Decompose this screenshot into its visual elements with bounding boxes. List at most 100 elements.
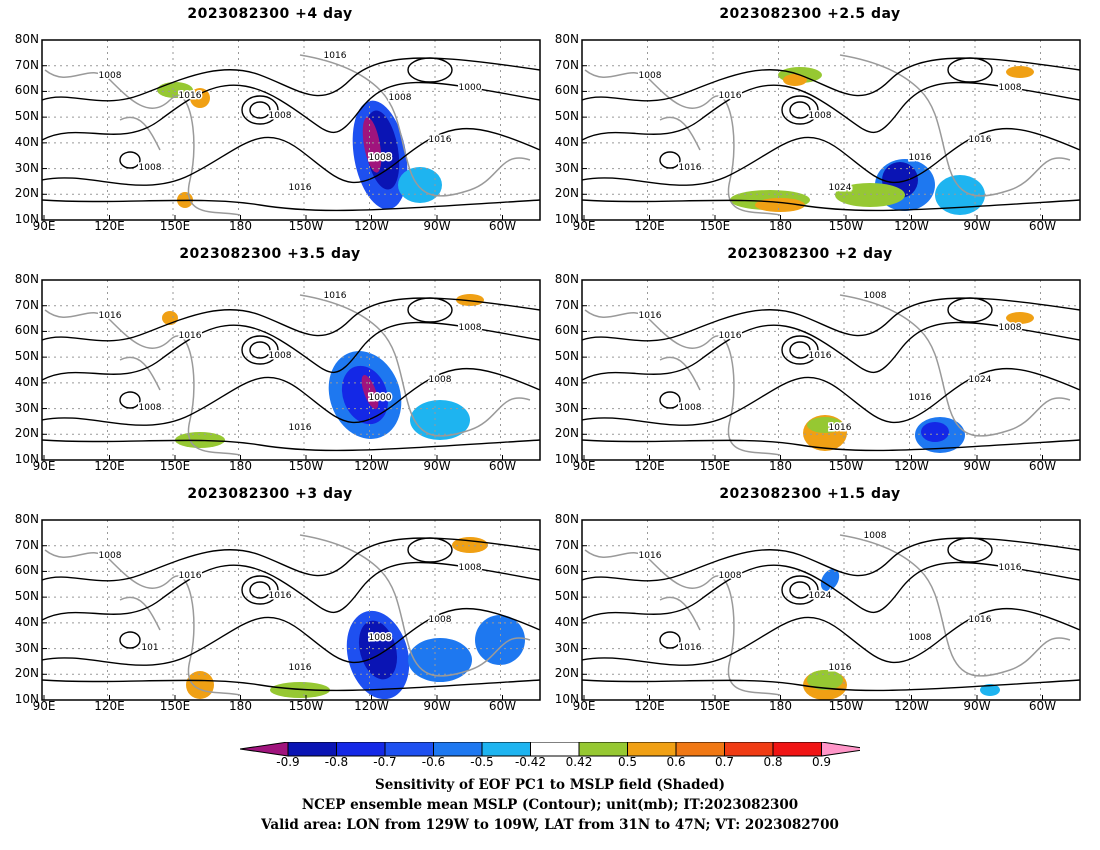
contour-label: 1016 — [969, 615, 992, 625]
lon-tick-label: 120E — [94, 699, 125, 713]
colorbar-swatch — [675, 742, 725, 757]
colorbar-tick-label: -0.7 — [373, 755, 397, 769]
lat-tick-label: 40N — [14, 134, 39, 149]
contour-label: 1008 — [369, 153, 392, 163]
contour-label: 1024 — [969, 375, 992, 385]
plot-frame — [41, 279, 541, 461]
panel-title: 2023082300 +1.5 day — [719, 486, 901, 502]
contour-label: 1008 — [459, 563, 482, 573]
lon-tick-label: 150E — [159, 219, 191, 233]
pressure-center-contour — [241, 95, 279, 125]
lon-tick-label: 180 — [229, 459, 252, 473]
lat-tick-label: 30N — [554, 160, 579, 175]
lat-tick-label: 70N — [14, 297, 39, 312]
isobar-contour — [42, 367, 540, 426]
isobar-contour — [582, 199, 1080, 212]
isobar-contour — [582, 561, 1080, 621]
isobar-contour — [42, 127, 540, 186]
lat-tick-label: 60N — [14, 323, 39, 338]
lon-tick-label: 120W — [354, 459, 389, 473]
isobar-contour — [42, 439, 540, 452]
lon-tick-label: 180 — [229, 699, 252, 713]
colorbar-swatch — [336, 742, 386, 757]
contour-label: 1016 — [179, 331, 202, 341]
lon-tick-label: 180 — [769, 699, 792, 713]
colorbar-swatch — [481, 742, 531, 757]
shaded-region — [835, 183, 905, 207]
panel-title: 2023082300 +3.5 day — [179, 246, 361, 262]
plot-frame — [581, 39, 1081, 221]
lat-tick-label: 40N — [14, 614, 39, 629]
colorbar-tick-label: -0.42 — [514, 755, 547, 769]
pressure-center-contour — [781, 335, 819, 365]
lon-tick-label: 60W — [488, 459, 517, 473]
lat-tick-label: 20N — [14, 186, 39, 201]
pressure-center-contour — [241, 575, 279, 605]
lat-tick-label: 60N — [14, 563, 39, 578]
contour-label: 1016 — [99, 311, 122, 321]
lat-tick-label: 10N — [14, 212, 39, 226]
lat-tick-label: 50N — [554, 109, 579, 124]
lat-tick-label: 20N — [554, 426, 579, 441]
lon-tick-label: 90W — [963, 459, 991, 473]
lat-tick-label: 10N — [554, 452, 579, 466]
lon-tick-label: 150E — [699, 459, 731, 473]
map-plot: 1016 1008 1008 1008 1016 1016 1008 101 — [41, 519, 541, 701]
contour-label: 1016 — [324, 51, 347, 61]
shaded-region — [410, 400, 470, 440]
colorbar-tick-label: -0.6 — [421, 755, 446, 769]
contour-label: 1000 — [459, 83, 482, 93]
lon-tick-label: 150W — [288, 699, 324, 713]
lon-tick-label: 120E — [634, 219, 665, 233]
colorbar-tick-label: 0.9 — [811, 755, 832, 769]
isobar-contour — [582, 537, 1080, 582]
pressure-center-contour — [249, 101, 271, 119]
lat-tick-label: 60N — [554, 83, 579, 98]
shaded-region — [783, 74, 807, 86]
contour-label: 1016 — [639, 551, 662, 561]
contour-label: 1016 — [679, 163, 702, 173]
contour-label: 1016 — [809, 351, 832, 361]
contour-label: 1016 — [999, 563, 1022, 573]
map-plot: 1016 1016 1008 1000 1008 1016 1008 1008 1016 — [41, 279, 541, 461]
colorbar — [240, 742, 860, 772]
lat-tick-label: 50N — [14, 349, 39, 364]
pressure-center-contour — [407, 57, 453, 83]
colorbar-tick-label: 0.7 — [714, 755, 735, 769]
lon-tick-label: 60W — [488, 699, 517, 713]
colorbar-swatch — [287, 742, 337, 757]
coastline — [584, 534, 1071, 696]
lon-tick-label: 150E — [159, 699, 191, 713]
contour-label: 1008 — [389, 93, 412, 103]
lon-tick-label: 150W — [288, 459, 324, 473]
map-panel: 2023082300 +2.5 day 1016 1008 1008 1016 1008 1… — [540, 0, 1081, 233]
colorbar-tick-label: 0.8 — [763, 755, 783, 769]
colorbar-swatch — [724, 742, 774, 757]
lon-tick-label: 60W — [1028, 699, 1057, 713]
lon-tick-label: 120E — [94, 219, 125, 233]
isobar-contour — [582, 321, 1080, 381]
lon-tick-label: 180 — [769, 219, 792, 233]
map-panel: 2023082300 +4 day 1016 1008 1000 1008 1008 101… — [0, 0, 541, 233]
colorbar-swatch — [384, 742, 434, 757]
colorbar-tick-label: 0.5 — [617, 755, 638, 769]
pressure-center-contour — [947, 57, 993, 83]
contour-label: 1016 — [909, 393, 932, 403]
contour-label: 1008 — [999, 323, 1022, 333]
lon-tick-label: 90E — [572, 459, 596, 473]
pressure-center-contour — [407, 537, 453, 563]
pressure-center-contour — [659, 151, 681, 169]
coastline — [44, 54, 531, 216]
lat-tick-label: 80N — [14, 512, 39, 526]
contour-label: 1008 — [459, 323, 482, 333]
lat-tick-label: 70N — [554, 57, 579, 72]
map-panel: 2023082300 +2 day 1016 1016 1008 1016 1016 101… — [540, 240, 1081, 473]
contour-label: 1008 — [269, 111, 292, 121]
colorbar-tick-label: -0.9 — [276, 755, 300, 769]
isobar-contour — [42, 297, 540, 342]
contour-label: 1008 — [429, 615, 452, 625]
colorbar-swatch — [433, 742, 483, 757]
panel-title: 2023082300 +2.5 day — [719, 6, 901, 22]
shaded-region — [190, 88, 210, 108]
contour-label: 1016 — [719, 331, 742, 341]
